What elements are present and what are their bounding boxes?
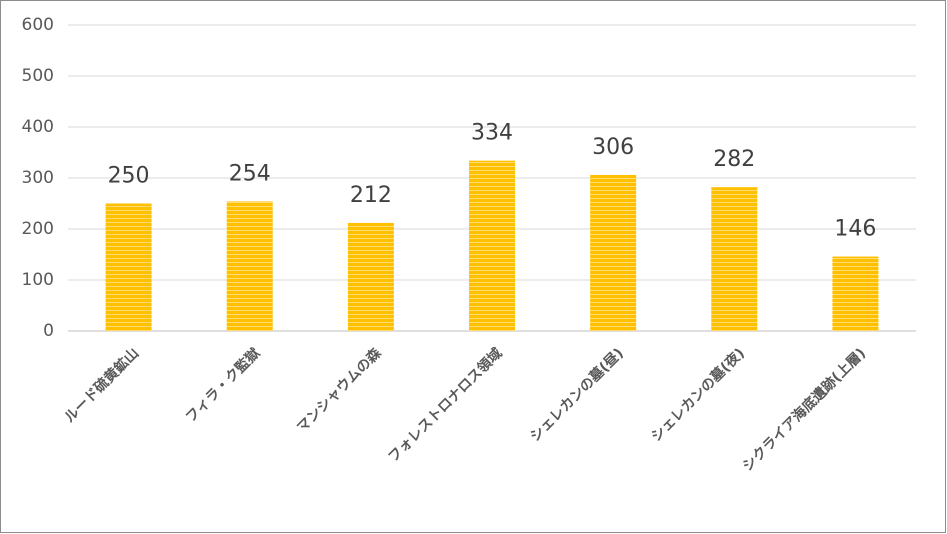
value-label: 282 [713,147,755,172]
bar [226,201,273,331]
bar [832,256,879,331]
value-label: 254 [229,161,271,186]
bar [347,222,394,331]
value-label: 146 [834,217,876,242]
value-label: 306 [592,135,634,160]
bar [590,174,637,331]
bar [469,160,515,331]
y-tick-label: 600 [22,15,54,35]
value-label: 334 [471,121,513,146]
y-tick-label: 0 [43,321,54,341]
bar [711,187,758,331]
y-tick-label: 100 [22,270,54,290]
value-label: 212 [350,183,392,208]
value-label: 250 [108,164,150,189]
y-tick-label: 500 [22,66,54,86]
y-tick-label: 200 [22,219,54,239]
y-tick-label: 300 [22,168,54,188]
bar [105,203,152,331]
y-tick-label: 400 [22,117,54,137]
